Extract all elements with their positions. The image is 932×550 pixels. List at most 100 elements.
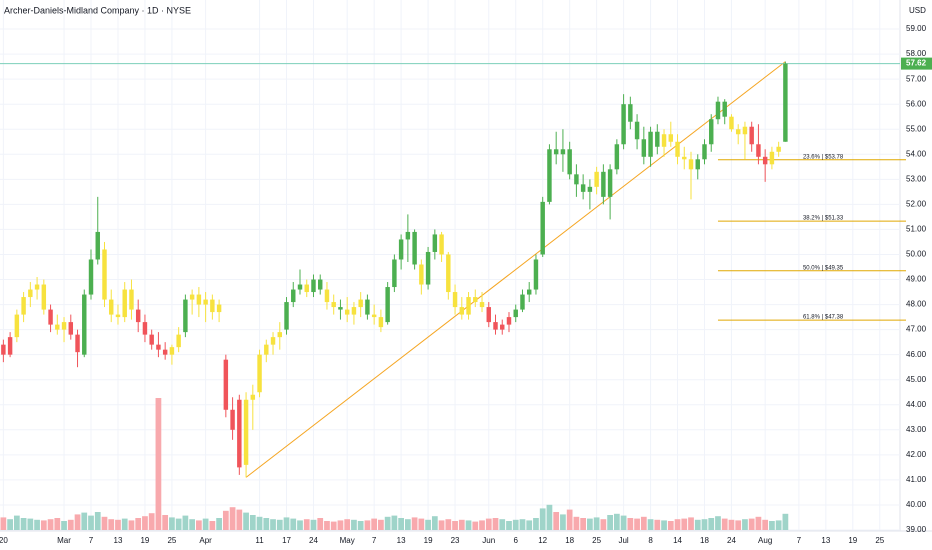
fib-label: 50.0% | $49.35 bbox=[803, 265, 844, 271]
volume-bar bbox=[398, 518, 404, 530]
volume-bar bbox=[88, 515, 94, 530]
candle-body bbox=[513, 309, 518, 318]
volume-bar bbox=[492, 518, 499, 530]
volume-bar bbox=[142, 516, 148, 530]
candle-body bbox=[1, 344, 6, 355]
volume-bar bbox=[297, 520, 303, 530]
volume-bar bbox=[67, 519, 74, 530]
volume-bar bbox=[742, 519, 748, 530]
candle-body bbox=[156, 344, 161, 350]
volume-bar bbox=[452, 521, 458, 530]
candle-body bbox=[122, 289, 127, 318]
volume-bar bbox=[216, 518, 222, 530]
volume-bar bbox=[290, 518, 297, 530]
candle-body bbox=[34, 284, 40, 290]
volume-bar bbox=[27, 518, 34, 530]
x-tick-label: 25 bbox=[592, 536, 601, 545]
candle-body bbox=[466, 297, 471, 315]
x-tick-label: 13 bbox=[114, 536, 123, 545]
last-price-badge bbox=[901, 57, 932, 70]
drawings: 23.6% | $53.78 38.2% | $51.33 50.0% | $49.… bbox=[0, 61, 906, 478]
fib-label: 38.2% | $51.33 bbox=[803, 216, 844, 222]
volume-bar bbox=[775, 520, 782, 530]
candle-body bbox=[115, 314, 121, 318]
x-tick-label: 17 bbox=[282, 536, 291, 545]
candle-body bbox=[55, 324, 60, 330]
y-tick-label: 39.00 bbox=[906, 525, 927, 534]
volume-bar bbox=[425, 519, 431, 530]
candle-body bbox=[351, 307, 357, 315]
candle-body bbox=[203, 299, 208, 305]
volume-bar bbox=[573, 516, 580, 530]
candle-body bbox=[688, 159, 694, 170]
volume-bar bbox=[499, 519, 506, 530]
candle-body bbox=[540, 201, 545, 255]
volume-bar bbox=[485, 518, 492, 530]
volume-bar bbox=[600, 519, 607, 530]
volume-bar bbox=[560, 514, 566, 530]
last-price-label: 57.62 bbox=[906, 59, 927, 68]
candle-body bbox=[425, 251, 431, 285]
volume-bar bbox=[748, 518, 755, 530]
x-tick-label: Apr bbox=[199, 536, 212, 545]
candles bbox=[1, 61, 788, 478]
y-tick-label: 43.00 bbox=[906, 425, 927, 434]
candle-body bbox=[587, 186, 593, 192]
candle-body bbox=[196, 294, 202, 305]
volume-bar bbox=[378, 519, 384, 530]
x-tick-label: 18 bbox=[565, 536, 574, 545]
candle-body bbox=[735, 129, 741, 135]
x-tick-label: 12 bbox=[538, 536, 547, 545]
y-tick-label: 59.00 bbox=[906, 24, 927, 33]
candle-body bbox=[621, 104, 626, 145]
y-tick-label: 50.00 bbox=[906, 250, 927, 259]
volume-bar bbox=[721, 518, 728, 530]
candle-body bbox=[520, 294, 525, 310]
candle-body bbox=[702, 144, 707, 160]
candle-body bbox=[419, 264, 424, 285]
candle-body bbox=[628, 104, 633, 122]
currency: USD bbox=[909, 6, 926, 15]
volume-bar bbox=[728, 519, 735, 530]
candle-body bbox=[297, 284, 303, 290]
y-tick-label: 47.00 bbox=[906, 325, 927, 334]
candle-body bbox=[715, 101, 721, 120]
candle-body bbox=[776, 146, 781, 152]
volume-bar bbox=[479, 520, 485, 530]
fib-label: 23.6% | $53.78 bbox=[803, 154, 844, 160]
candle-body bbox=[88, 259, 94, 295]
candle-body bbox=[533, 259, 539, 290]
candle-body bbox=[216, 304, 222, 313]
candle-body bbox=[506, 317, 512, 325]
volume-bar bbox=[782, 513, 789, 530]
volume-bar bbox=[13, 515, 20, 530]
volume-bar bbox=[506, 521, 512, 530]
x-tick-label: Mar bbox=[57, 536, 71, 545]
y-tick-label: 52.00 bbox=[906, 199, 927, 208]
candle-body bbox=[95, 231, 100, 260]
volume-bar bbox=[121, 518, 128, 530]
candle-body bbox=[14, 314, 20, 338]
volume-bar bbox=[303, 519, 310, 530]
x-tick-label: 6 bbox=[514, 536, 519, 545]
candle-body bbox=[432, 234, 438, 252]
volume-bar bbox=[769, 521, 775, 530]
volume-bar bbox=[566, 509, 573, 530]
volume-bar bbox=[627, 518, 634, 530]
candle-body bbox=[176, 334, 181, 348]
candle-body bbox=[756, 144, 761, 157]
volume-bar bbox=[519, 519, 526, 530]
volume-bar bbox=[694, 519, 701, 530]
volume-bar bbox=[654, 519, 661, 530]
candle-body bbox=[486, 307, 491, 323]
fib-label: 61.8% | $47.38 bbox=[803, 315, 844, 321]
candle-body bbox=[567, 149, 572, 175]
candle-body bbox=[277, 332, 282, 338]
candle-body bbox=[149, 334, 154, 345]
volume-bar bbox=[715, 516, 721, 530]
candle-body bbox=[459, 307, 465, 315]
x-tick-label: 14 bbox=[673, 536, 682, 545]
y-tick-label: 51.00 bbox=[906, 225, 927, 234]
candle-body bbox=[311, 279, 316, 293]
candle-body bbox=[378, 317, 384, 328]
